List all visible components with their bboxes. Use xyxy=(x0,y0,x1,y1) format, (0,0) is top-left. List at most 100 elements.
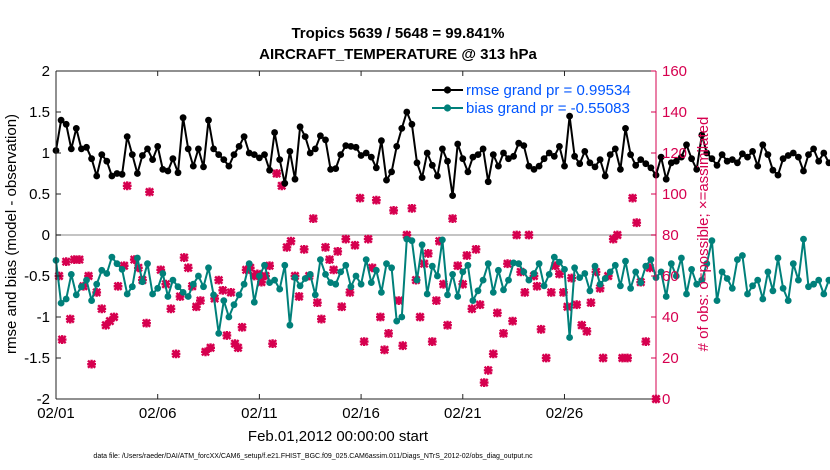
obs-marker xyxy=(57,335,67,344)
rmse-point xyxy=(769,166,777,174)
bias-point xyxy=(423,290,431,298)
bias-point xyxy=(723,275,731,282)
rmse-point xyxy=(535,162,543,170)
bias-point xyxy=(98,266,106,274)
obs-marker xyxy=(423,249,433,258)
bias-point xyxy=(718,268,726,276)
obs-marker xyxy=(256,277,266,287)
bias-point xyxy=(210,291,218,299)
obs-marker xyxy=(142,318,151,328)
bias-point xyxy=(103,270,111,277)
obs-marker xyxy=(448,214,458,224)
bias-point xyxy=(713,297,721,304)
rmse-point xyxy=(113,170,121,177)
bias-point xyxy=(459,268,467,276)
bias-point xyxy=(149,290,157,298)
rmse-point xyxy=(820,149,828,157)
obs-marker xyxy=(201,347,210,357)
obs-marker xyxy=(286,236,296,246)
bias-point xyxy=(327,279,334,286)
bias-point xyxy=(627,284,634,292)
legend-bias-label: bias grand pr = -0.55083 xyxy=(466,100,630,117)
bias-point xyxy=(444,291,451,299)
bias-point xyxy=(403,235,411,243)
bias-point xyxy=(647,256,655,263)
rmse-point xyxy=(332,165,340,173)
bias-point xyxy=(515,260,523,268)
obs-marker xyxy=(431,296,441,306)
bias-point xyxy=(205,264,212,272)
bias-point xyxy=(571,264,578,272)
bias-point xyxy=(545,271,553,278)
x-tick-label: 02/21 xyxy=(444,405,482,422)
bias-point xyxy=(88,297,95,304)
obs-marker xyxy=(645,263,655,273)
y-right-tick-label: 160 xyxy=(662,63,687,80)
obs-marker xyxy=(69,255,79,265)
bias-point xyxy=(805,283,812,291)
rmse-point xyxy=(723,157,731,165)
rmse-point xyxy=(688,155,695,163)
bias-point xyxy=(662,293,670,300)
obs-marker xyxy=(467,304,477,314)
rmse-point xyxy=(622,124,629,132)
rmse-point xyxy=(774,171,782,179)
rmse-point xyxy=(662,175,670,183)
bias-point xyxy=(764,268,772,276)
axes-layer xyxy=(55,70,657,400)
rmse-point xyxy=(754,162,762,170)
obs-marker xyxy=(101,320,111,330)
rmse-point xyxy=(586,159,594,167)
obs-marker xyxy=(87,359,97,369)
bias-point xyxy=(434,272,441,280)
obs-marker xyxy=(337,302,347,312)
obs-marker xyxy=(222,331,232,340)
obs-marker xyxy=(582,326,592,336)
obs-marker xyxy=(398,341,408,351)
obs-marker xyxy=(641,337,651,347)
obs-marker xyxy=(321,242,330,252)
rmse-point xyxy=(271,129,278,136)
bias-point xyxy=(561,266,568,273)
rmse-point xyxy=(510,152,517,160)
obs-marker xyxy=(92,287,102,297)
bias-point xyxy=(296,282,304,290)
bias-point xyxy=(62,295,70,303)
rmse-point xyxy=(311,145,319,153)
bias-point xyxy=(820,290,828,298)
bias-point xyxy=(469,297,477,304)
rmse-point xyxy=(62,120,70,128)
obs-marker xyxy=(156,265,166,275)
rmse-point xyxy=(520,142,528,150)
y-tick-label: -1 xyxy=(37,309,50,326)
bias-point xyxy=(739,252,746,259)
rmse-point xyxy=(728,156,736,164)
rmse-point xyxy=(408,120,416,128)
rmse-point xyxy=(540,155,548,163)
obs-marker xyxy=(623,353,632,363)
rmse-point xyxy=(205,116,212,124)
y-right-tick-label: 140 xyxy=(662,104,687,121)
rmse-point xyxy=(362,149,370,157)
rmse-point xyxy=(72,124,80,132)
obs-marker xyxy=(105,316,115,326)
bias-point xyxy=(398,313,406,321)
rmse-point xyxy=(489,151,497,159)
obs-marker xyxy=(183,263,193,273)
obs-marker xyxy=(586,298,596,308)
rmse-point xyxy=(195,145,202,153)
obs-marker xyxy=(282,242,292,252)
obs-marker xyxy=(380,345,389,355)
obs-marker xyxy=(524,230,534,240)
rmse-point xyxy=(210,145,218,153)
rmse-point xyxy=(286,148,294,155)
obs-marker xyxy=(577,320,587,330)
bias-point xyxy=(520,268,528,276)
bias-point xyxy=(510,259,517,267)
rmse-point xyxy=(144,145,151,153)
rmse-point xyxy=(739,150,746,158)
legend-rmse-label: rmse grand pr = 0.99534 xyxy=(466,82,631,99)
bias-point xyxy=(667,260,675,268)
obs-marker xyxy=(628,193,638,203)
